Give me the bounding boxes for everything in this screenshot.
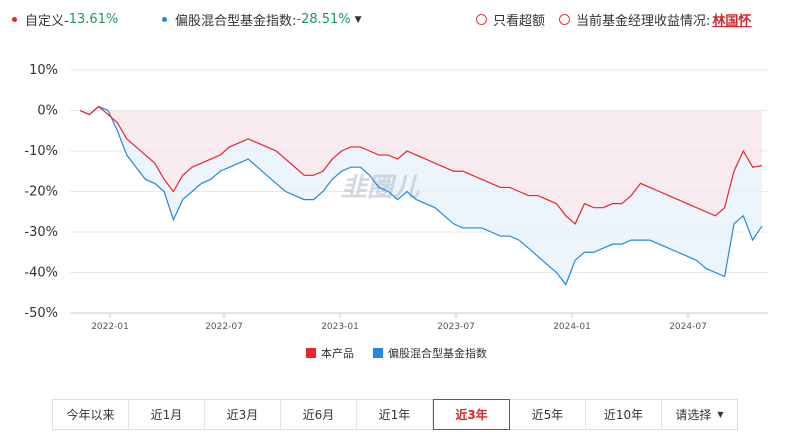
tab-0[interactable]: 今年以来 — [53, 400, 129, 429]
legend-swatch[interactable] — [306, 348, 316, 358]
tab-label: 近10年 — [603, 408, 644, 422]
tab-label: 近6月 — [302, 408, 335, 422]
tab-label: 近5年 — [531, 408, 564, 422]
index-dot-icon — [162, 17, 167, 22]
manager-return-toggle[interactable]: 当前基金经理收益情况: 林国怀 — [559, 10, 751, 29]
tab-label: 近1年 — [378, 408, 411, 422]
x-tick-label: 2022-07 — [205, 322, 243, 332]
index-fill-area — [80, 106, 762, 285]
product-return-value: 13.61% — [68, 12, 119, 27]
product-fill-area — [80, 106, 762, 224]
y-tick-label: -50% — [24, 306, 58, 321]
tab-label: 近1月 — [150, 408, 183, 422]
y-tick-label: -30% — [24, 225, 58, 240]
x-tick-label: 2023-01 — [321, 322, 359, 332]
y-tick-label: -40% — [24, 266, 58, 281]
tab-1[interactable]: 近1月 — [129, 400, 205, 429]
legend-top-bar: 自定义- 13.61% 偏股混合型基金指数: -28.51% ▼ 只看超额 当前… — [0, 0, 800, 36]
tab-4[interactable]: 近1年 — [357, 400, 433, 429]
y-tick-label: -10% — [24, 144, 58, 159]
radio-icon[interactable] — [476, 14, 487, 25]
tab-6[interactable]: 近5年 — [510, 400, 586, 429]
chevron-down-icon: ▼ — [717, 410, 724, 419]
x-tick-label: 2024-07 — [669, 322, 707, 332]
tab-label: 近3月 — [226, 408, 259, 422]
radio-icon[interactable] — [559, 14, 570, 25]
legend-label[interactable]: 偏股混合型基金指数 — [388, 346, 487, 360]
index-legend-label: 偏股混合型基金指数: — [175, 14, 297, 29]
legend-swatch[interactable] — [373, 348, 383, 358]
legend-label[interactable]: 本产品 — [321, 346, 354, 360]
tab-7[interactable]: 近10年 — [586, 400, 662, 429]
only-excess-toggle[interactable]: 只看超额 — [476, 10, 545, 29]
chevron-down-icon[interactable]: ▼ — [354, 14, 362, 25]
chart-canvas: 10% 0% -10% -20% -30% -40% -50% 2022-01 2022-07… — [24, 63, 768, 360]
period-tabs: 今年以来 近1月 近3月 近6月 近1年 近3年 近5年 近10年 请选择 ▼ — [52, 399, 738, 430]
tab-2[interactable]: 近3月 — [205, 400, 281, 429]
tab-label: 请选择 — [675, 408, 712, 422]
legend-product[interactable]: 自定义- 13.61% — [12, 10, 118, 29]
y-tick-label: -20% — [24, 185, 58, 200]
y-tick-label: 10% — [29, 63, 58, 78]
tab-3[interactable]: 近6月 — [281, 400, 357, 429]
tab-5[interactable]: 近3年 — [433, 399, 510, 430]
x-axis: 2022-01 2022-07 2023-01 2023-07 2024-01 2024-… — [91, 313, 707, 332]
product-series-line — [79, 105, 763, 225]
y-axis: 10% 0% -10% -20% -30% -40% -50% — [24, 63, 58, 321]
tab-label: 今年以来 — [66, 408, 115, 422]
x-tick-label: 2023-07 — [437, 322, 475, 332]
manager-name-link[interactable]: 林国怀 — [712, 14, 752, 29]
y-tick-label: 0% — [37, 104, 58, 119]
index-return-value: -28.51% — [296, 12, 351, 27]
legend-index[interactable]: 偏股混合型基金指数: -28.51% ▼ — [162, 10, 362, 29]
manager-return-label: 当前基金经理收益情况: — [576, 14, 711, 29]
bottom-legend: 本产品 偏股混合型基金指数 — [306, 346, 487, 360]
tab-8[interactable]: 请选择 ▼ — [662, 400, 737, 429]
product-legend-label: 自定义- — [25, 14, 69, 29]
index-series-line — [79, 105, 763, 286]
x-tick-label: 2024-01 — [553, 322, 591, 332]
only-excess-label: 只看超额 — [493, 14, 546, 29]
product-dot-icon — [12, 17, 17, 22]
x-tick-label: 2022-01 — [91, 322, 129, 332]
tab-label: 近3年 — [455, 408, 488, 422]
